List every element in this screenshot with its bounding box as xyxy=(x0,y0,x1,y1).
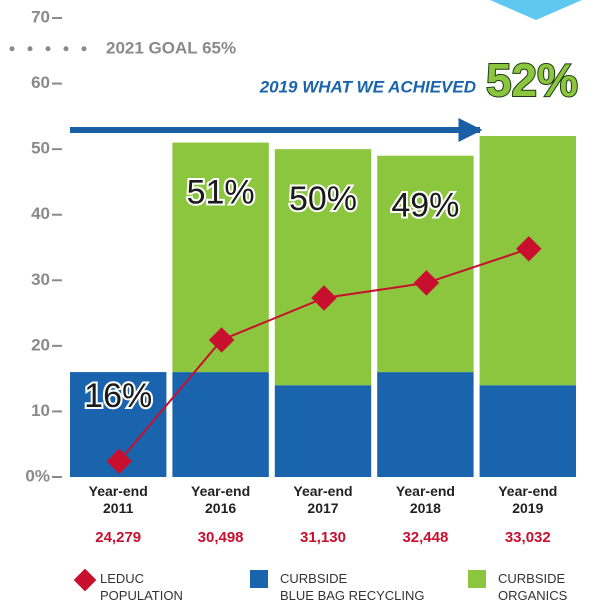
population-marker xyxy=(516,236,542,262)
annotation: 2019 WHAT WE ACHIEVED xyxy=(259,77,476,96)
bar-segment xyxy=(274,385,372,477)
bar-label: 49% xyxy=(391,187,459,225)
bar-label: 50% xyxy=(289,180,357,218)
population-label: 31,130 xyxy=(300,529,346,546)
x-tick-label: Year-end 2017 xyxy=(293,483,352,516)
goal-label: 2021 GOAL 65% xyxy=(106,38,236,57)
bar-label: 51% xyxy=(187,174,255,212)
legend-label: CURBSIDE ORGANICS xyxy=(498,571,568,603)
legend-label: CURBSIDE BLUE BAG RECYCLING xyxy=(280,571,425,603)
legend-marker xyxy=(250,570,268,588)
y-tick-label: 20 xyxy=(31,335,50,354)
x-tick-label: Year-end 2018 xyxy=(396,483,455,516)
y-tick-label: 10 xyxy=(31,401,50,420)
bar-segment xyxy=(377,372,474,477)
y-tick-label: 0% xyxy=(25,466,50,485)
x-tick-label: Year-end 2019 xyxy=(498,483,557,516)
population-label: 32,448 xyxy=(402,529,448,546)
population-marker xyxy=(413,270,440,296)
highlight-label: 52% xyxy=(486,54,578,106)
x-tick-label: Year-end 2016 xyxy=(191,483,250,516)
y-tick-label: 50 xyxy=(31,139,50,158)
population-marker xyxy=(208,327,235,353)
x-tick-label: Year-end 2011 xyxy=(89,483,148,516)
legend-marker xyxy=(73,568,97,592)
bar-label: 16% xyxy=(84,377,152,415)
legend-marker xyxy=(468,570,486,588)
bar-segment xyxy=(274,149,372,386)
population-label: 30,498 xyxy=(198,529,244,546)
decoration xyxy=(490,0,582,20)
population-marker xyxy=(311,285,337,311)
bar-segment xyxy=(479,385,576,477)
legend-label: LEDUC POPULATION xyxy=(100,571,183,603)
population-label: 24,279 xyxy=(95,529,141,546)
y-tick-label: 70 xyxy=(31,7,50,26)
y-tick-label: 40 xyxy=(31,204,50,223)
population-marker xyxy=(106,448,132,474)
bar-segment xyxy=(172,372,269,477)
bar-segment xyxy=(377,155,474,373)
y-tick-label: 30 xyxy=(31,270,50,289)
y-tick-label: 60 xyxy=(31,73,50,92)
population-label: 33,032 xyxy=(505,529,551,546)
